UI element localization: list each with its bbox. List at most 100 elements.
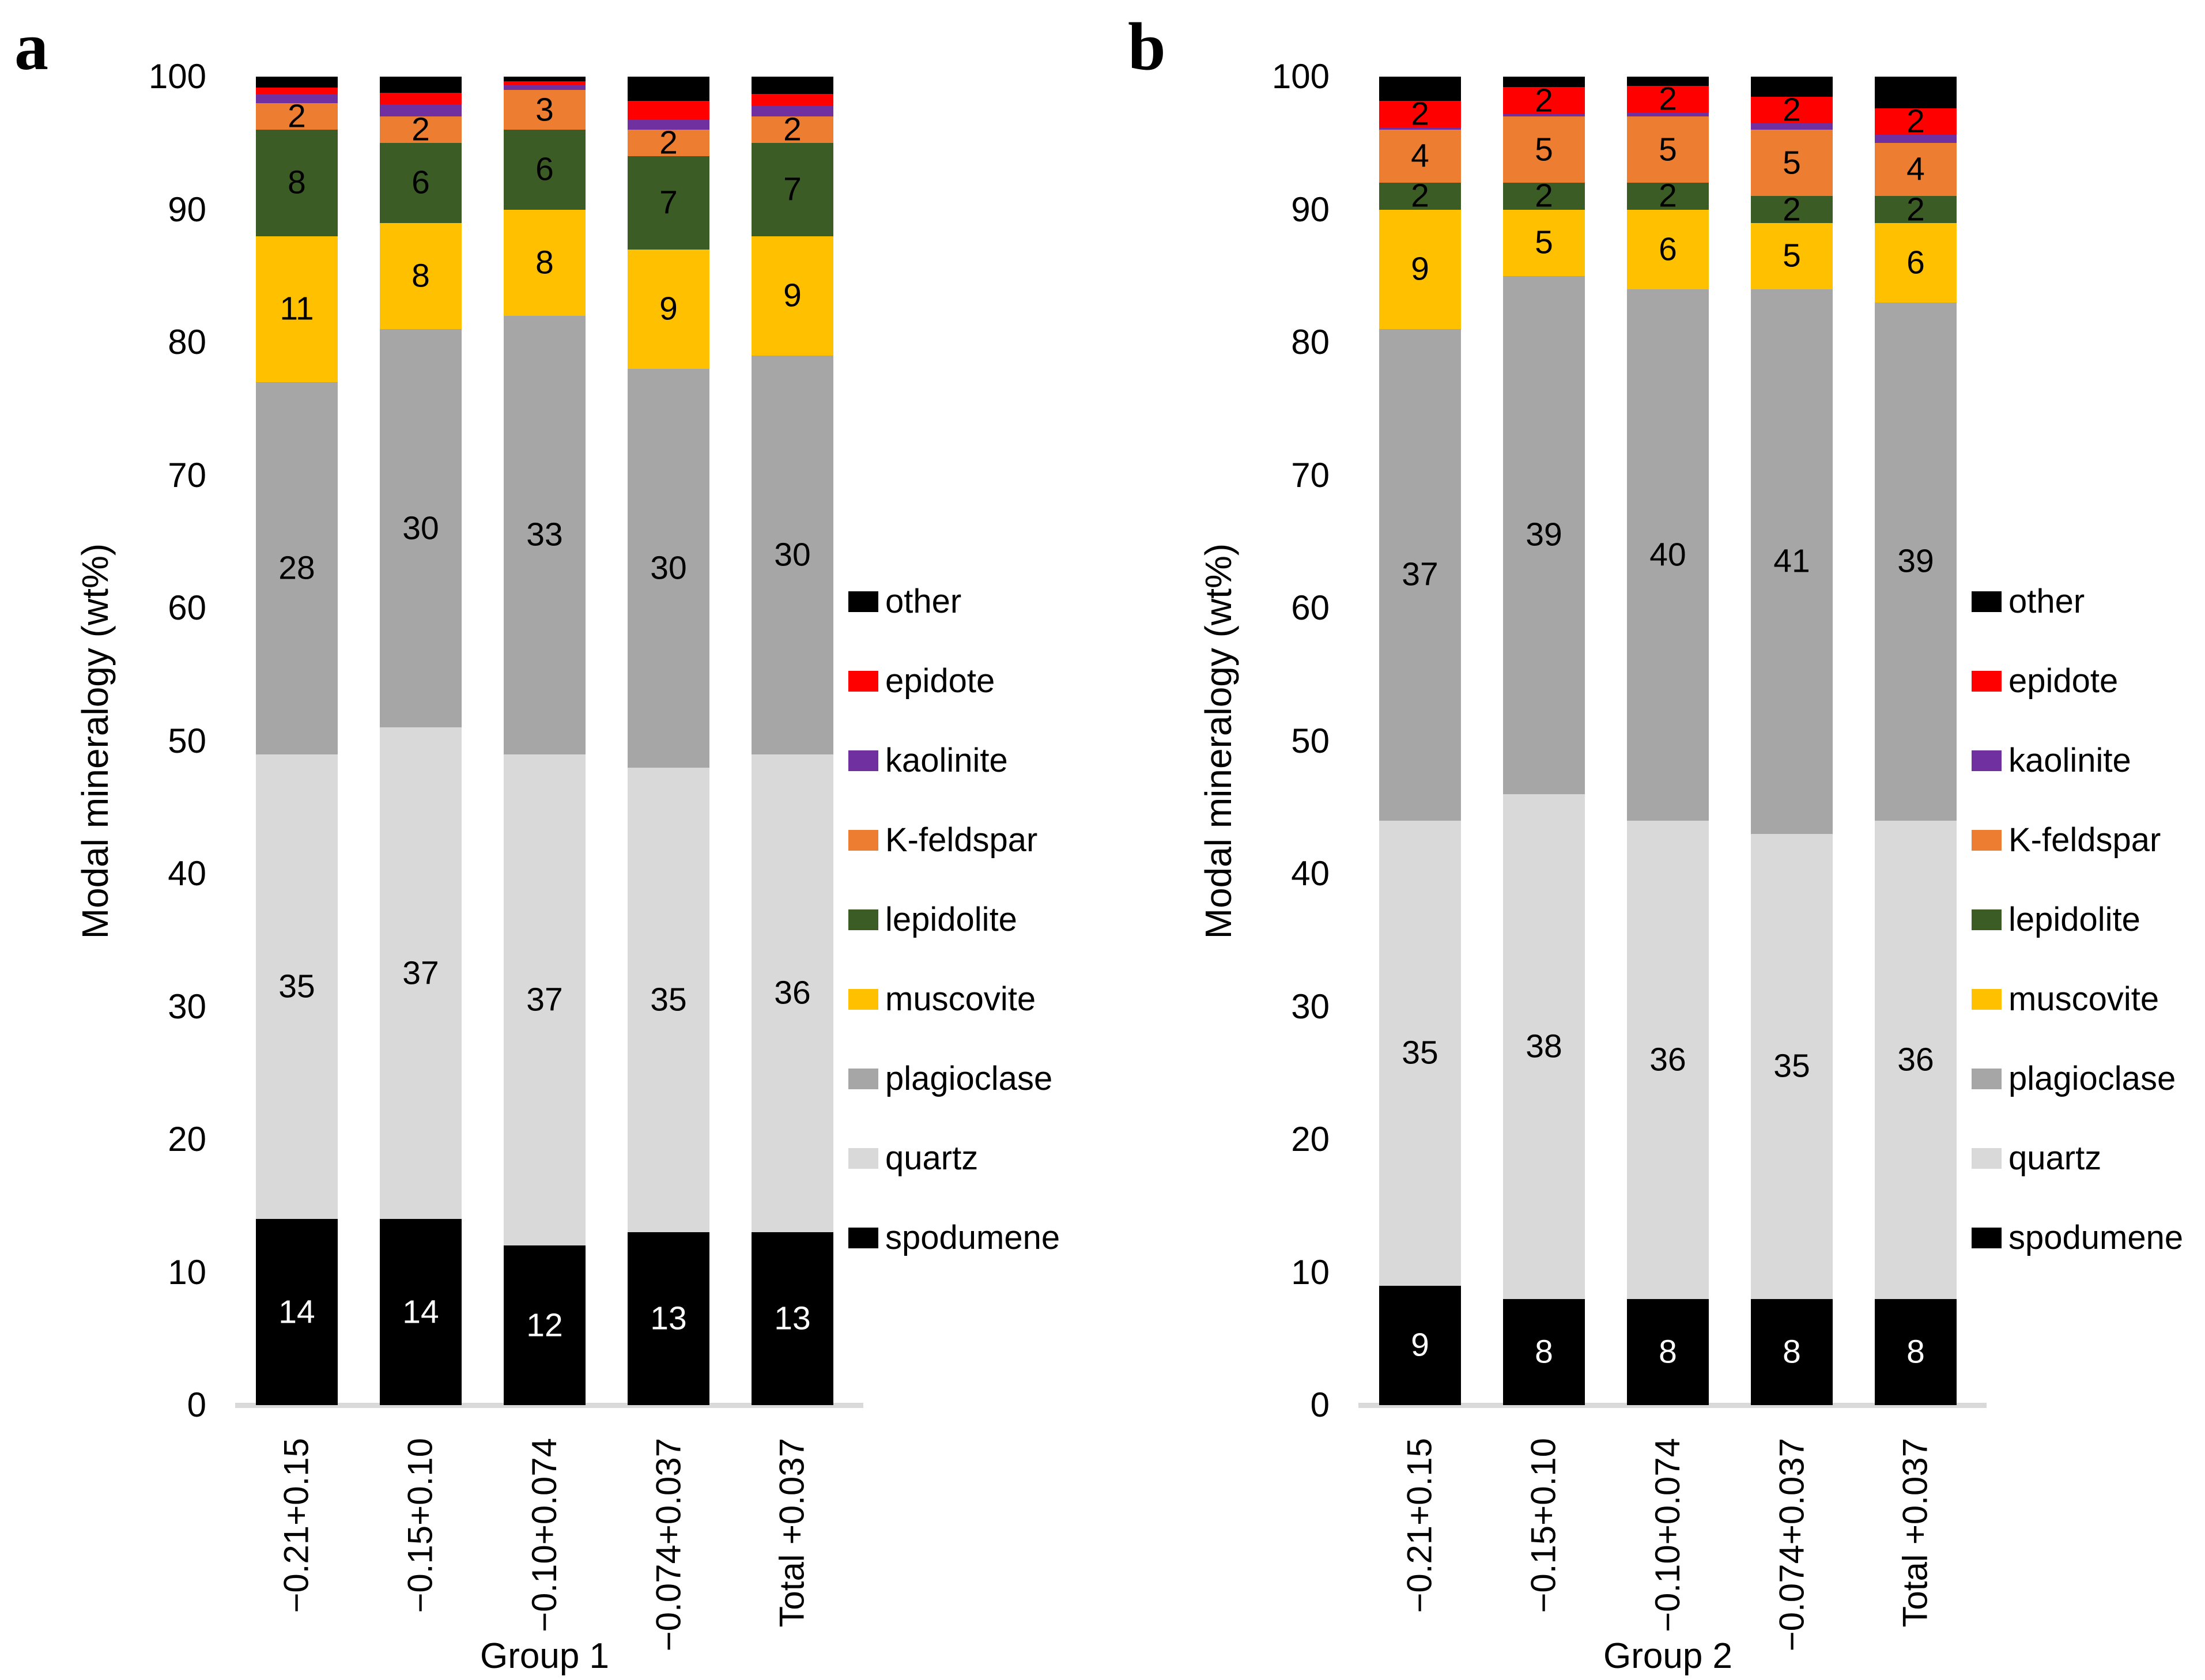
bar-segment-spodumene: 8	[1503, 1298, 1585, 1405]
bar-segment-kaolinite	[256, 94, 338, 104]
segment-value-label: 4	[1906, 150, 1925, 188]
y-tick-label-40: 40	[1291, 854, 1330, 893]
legend-label: muscovite	[2008, 980, 2159, 1018]
legend-label: epidote	[885, 662, 995, 700]
bar-−0.10+0.074: 8 36 40 6 2 5 2	[1627, 77, 1709, 1405]
bar-segment-lepidolite: 6	[504, 130, 586, 210]
bar-segment-plagioclase: 39	[1875, 302, 1957, 821]
segment-value-label: 2	[411, 111, 430, 148]
bar-segment-other	[1627, 77, 1709, 86]
bar-segment-other	[380, 77, 462, 93]
legend-swatch-icon-epidote	[848, 671, 878, 692]
legend-swatch-icon-lepidolite	[848, 909, 878, 930]
segment-value-label: 40	[1649, 536, 1686, 573]
bar-segment-spodumene: 13	[628, 1232, 709, 1405]
legend-item-lepidolite: lepidolite	[848, 900, 1017, 940]
legend-label: lepidolite	[885, 901, 1017, 938]
segment-value-label: 5	[1535, 131, 1553, 168]
legend-label: quartz	[2008, 1139, 2102, 1177]
x-category-label: −0.21+0.15	[277, 1438, 316, 1613]
bar-segment-kaolinite	[504, 84, 586, 90]
legend-swatch-icon-plagioclase	[1972, 1069, 2002, 1089]
bar-segment-quartz: 37	[380, 727, 462, 1220]
x-axis-group-label: Group 1	[479, 1636, 610, 1676]
segment-value-label: 8	[1906, 1333, 1925, 1371]
y-tick-label-80: 80	[168, 323, 206, 361]
bar-segment-quartz: 35	[256, 754, 338, 1220]
segment-value-label: 8	[535, 244, 554, 281]
y-tick-label-60: 60	[1291, 588, 1330, 627]
bar-segment-plagioclase: 39	[1503, 275, 1585, 794]
bar-segment-epidote: 2	[1503, 84, 1585, 117]
y-tick-label-90: 90	[1291, 190, 1330, 229]
segment-value-label: 2	[1659, 80, 1677, 118]
bar-segment-lepidolite: 6	[380, 143, 462, 223]
legend-item-plagioclase: plagioclase	[848, 1059, 1052, 1099]
bar-Total +0.037: 8 36 39 6 2 4 2	[1875, 77, 1957, 1405]
segment-value-label: 2	[1535, 82, 1553, 119]
legend-item-epidote: epidote	[848, 661, 995, 701]
bar-segment-other	[1503, 77, 1585, 88]
legend-swatch-icon-K-feldspar	[848, 830, 878, 851]
bar-segment-plagioclase: 30	[752, 356, 833, 754]
legend-label: quartz	[885, 1139, 979, 1177]
legend-label: other	[2008, 583, 2085, 620]
segment-value-label: 37	[1402, 556, 1438, 593]
bar-segment-spodumene: 13	[752, 1232, 833, 1405]
bar-−0.15+0.10: 14 37 30 8 6 2	[380, 77, 462, 1405]
bar-segment-plagioclase: 41	[1751, 289, 1833, 834]
bar-segment-spodumene: 8	[1627, 1298, 1709, 1405]
bar-segment-epidote	[380, 92, 462, 105]
segment-value-label: 2	[1906, 191, 1925, 228]
bar-segment-other	[256, 77, 338, 88]
legend-swatch-icon-plagioclase	[848, 1069, 878, 1089]
bar-segment-spodumene: 9	[1379, 1285, 1461, 1405]
segment-value-label: 35	[278, 968, 315, 1005]
segment-value-label: 7	[659, 184, 678, 221]
segment-value-label: 37	[526, 981, 563, 1018]
bar-segment-muscovite: 9	[1379, 209, 1461, 329]
legend-label: K-feldspar	[885, 821, 1038, 859]
bar-segment-spodumene: 8	[1751, 1298, 1833, 1405]
segment-value-label: 8	[288, 164, 306, 201]
bar-segment-other	[752, 77, 833, 95]
bar-segment-K-feldspar: 2	[628, 126, 709, 159]
segment-value-label: 35	[1773, 1047, 1810, 1085]
x-axis-line	[1358, 1403, 1987, 1408]
legend-swatch-icon-lepidolite	[1972, 909, 2002, 930]
bar-−0.21+0.15: 9 35 37 9 2 4 2	[1379, 77, 1461, 1405]
bar-segment-muscovite: 9	[628, 249, 709, 369]
bar-−0.21+0.15: 14 35 28 11 8 2	[256, 77, 338, 1405]
segment-value-label: 37	[402, 954, 439, 992]
y-tick-label-70: 70	[1291, 455, 1330, 494]
segment-value-label: 2	[1659, 177, 1677, 214]
panel-a: a Modal mineralogy (wt%) 0 10 20 30 40 50 60 70…	[0, 0, 1102, 1680]
bar-−0.10+0.074: 12 37 33 8 6 3	[504, 77, 586, 1405]
bar-segment-plagioclase: 28	[256, 382, 338, 754]
bar-segment-other	[628, 77, 709, 101]
segment-value-label: 6	[535, 150, 554, 188]
segment-value-label: 2	[288, 97, 306, 135]
y-tick-label-20: 20	[168, 1120, 206, 1158]
segment-value-label: 5	[1783, 144, 1801, 182]
segment-value-label: 5	[1783, 237, 1801, 274]
segment-value-label: 7	[783, 171, 802, 208]
legend-label: plagioclase	[2008, 1060, 2176, 1097]
bar-segment-K-feldspar: 2	[380, 113, 462, 146]
x-category-label: −0.10+0.074	[1648, 1438, 1687, 1633]
bar-−0.15+0.10: 8 38 39 5 2 5 2	[1503, 77, 1585, 1405]
bar-segment-K-feldspar: 5	[1751, 130, 1833, 197]
segment-value-label: 2	[783, 111, 802, 148]
segment-value-label: 6	[1906, 244, 1925, 281]
y-tick-label-30: 30	[168, 987, 206, 1026]
x-category-label: Total +0.037	[1896, 1438, 1935, 1628]
bar-segment-plagioclase: 40	[1627, 289, 1709, 821]
segment-value-label: 11	[280, 290, 314, 327]
bar-segment-kaolinite	[1379, 127, 1461, 130]
segment-value-label: 2	[1411, 177, 1429, 214]
legend-swatch-icon-quartz	[1972, 1148, 2002, 1169]
bar-segment-epidote	[628, 100, 709, 119]
segment-value-label: 9	[783, 277, 802, 314]
segment-value-label: 2	[1783, 91, 1801, 129]
